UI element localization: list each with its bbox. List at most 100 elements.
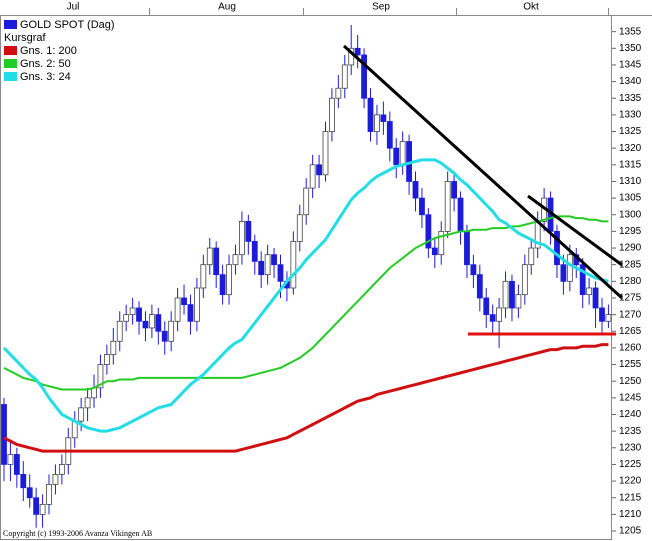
candle-body: [399, 141, 406, 166]
candle-body: [213, 247, 220, 276]
y-tick-label: 1295: [619, 226, 642, 237]
y-tick-label: 1340: [619, 76, 642, 87]
candle-body: [335, 87, 342, 99]
candle-body: [26, 487, 33, 499]
y-tick-label: 1275: [619, 293, 642, 304]
candle-body: [451, 181, 458, 199]
candle-body: [226, 264, 232, 296]
moving-average-line: [3, 215, 609, 391]
y-tick-label: 1305: [619, 193, 642, 204]
candle-body: [483, 297, 490, 316]
candle-body: [586, 287, 593, 296]
candle-body: [271, 254, 277, 266]
legend-label: Gns. 1: 200: [20, 45, 77, 57]
candle-body: [78, 407, 85, 422]
candle-body: [142, 320, 149, 329]
y-tick-label: 1230: [619, 442, 642, 453]
candle-body: [193, 287, 200, 322]
candle-body: [91, 387, 97, 399]
candle-body: [374, 114, 380, 132]
legend-swatch: [4, 46, 17, 55]
candle-body: [361, 54, 367, 99]
legend-swatch: [4, 20, 17, 29]
month-label: Jul: [67, 2, 80, 13]
y-tick-label: 1245: [619, 392, 642, 403]
candle-body: [239, 221, 245, 256]
candle-body: [303, 187, 310, 216]
candle-body: [599, 307, 605, 322]
candle-body: [103, 354, 110, 365]
y-tick-label: 1265: [619, 326, 642, 337]
candle-body: [39, 503, 46, 515]
candle-body: [206, 247, 213, 266]
candle-body: [554, 230, 560, 266]
candle-body: [592, 287, 599, 309]
y-tick-label: 1290: [619, 243, 642, 254]
y-tick-label: 1315: [619, 159, 642, 170]
y-tick-label: 1355: [619, 26, 642, 37]
y-tick-label: 1240: [619, 409, 642, 420]
y-tick-label: 1225: [619, 459, 642, 470]
moving-average-line: [3, 343, 609, 453]
candle-body: [393, 147, 400, 166]
candle-body: [1, 404, 7, 465]
y-tick-label: 1255: [619, 359, 642, 370]
candle-body: [316, 164, 322, 176]
candle-body: [528, 247, 535, 266]
candle-body: [489, 314, 496, 322]
candle-body: [380, 114, 387, 122]
candle-body: [277, 264, 284, 282]
plot-frame: [0, 15, 612, 540]
candle-body: [290, 240, 297, 289]
candle-body: [264, 254, 271, 276]
candle-body: [97, 364, 104, 389]
legend-heading: Kursgraf: [4, 32, 47, 44]
candle-body: [605, 314, 612, 322]
legend-label: GOLD SPOT (Dag): [20, 19, 115, 31]
month-label: Aug: [218, 2, 236, 13]
candle-body: [110, 340, 117, 355]
candle-body: [129, 307, 136, 316]
legend-label: Gns. 2: 50: [20, 58, 71, 70]
legend-label: Gns. 3: 24: [20, 71, 71, 83]
candle-body: [431, 247, 438, 256]
copyright: Copyright (c) 1993-2006 Avanza Vikingen …: [3, 529, 152, 538]
candle-body: [515, 294, 522, 309]
y-tick-label: 1330: [619, 110, 642, 121]
legend-swatch: [4, 59, 17, 68]
y-tick-label: 1220: [619, 476, 642, 487]
candle-body: [200, 264, 207, 289]
candle-body: [470, 264, 477, 276]
candle-body: [251, 240, 258, 262]
candle-body: [33, 497, 40, 515]
candle-body: [13, 454, 20, 475]
candle-body: [425, 214, 432, 249]
y-tick-label: 1350: [619, 43, 642, 54]
y-tick-label: 1345: [619, 60, 642, 71]
y-tick-label: 1310: [619, 176, 642, 187]
y-tick-label: 1210: [619, 509, 642, 520]
y-tick-label: 1270: [619, 309, 642, 320]
candle-body: [457, 197, 464, 232]
moving-average-line: [2, 158, 609, 433]
legend: GOLD SPOT (Dag) Kursgraf Gns. 1: 200 Gns…: [4, 19, 115, 83]
candle-body: [496, 307, 503, 322]
candle-body: [476, 274, 483, 299]
candle-body: [187, 304, 194, 322]
month-label: Sep: [372, 2, 390, 13]
candle-body: [296, 214, 303, 242]
candle-body: [136, 307, 142, 322]
candle-body: [84, 397, 91, 409]
candle-body: [7, 454, 14, 465]
legend-swatch: [4, 72, 17, 81]
y-tick-label: 1325: [619, 126, 642, 137]
candle-body: [354, 47, 361, 56]
candle-body: [258, 260, 265, 276]
candle-body: [155, 314, 162, 332]
candle-body: [444, 181, 451, 232]
candle-body: [232, 254, 239, 266]
y-tick-label: 1335: [619, 93, 642, 104]
candle-body: [52, 474, 59, 485]
trend-line: [527, 194, 623, 267]
